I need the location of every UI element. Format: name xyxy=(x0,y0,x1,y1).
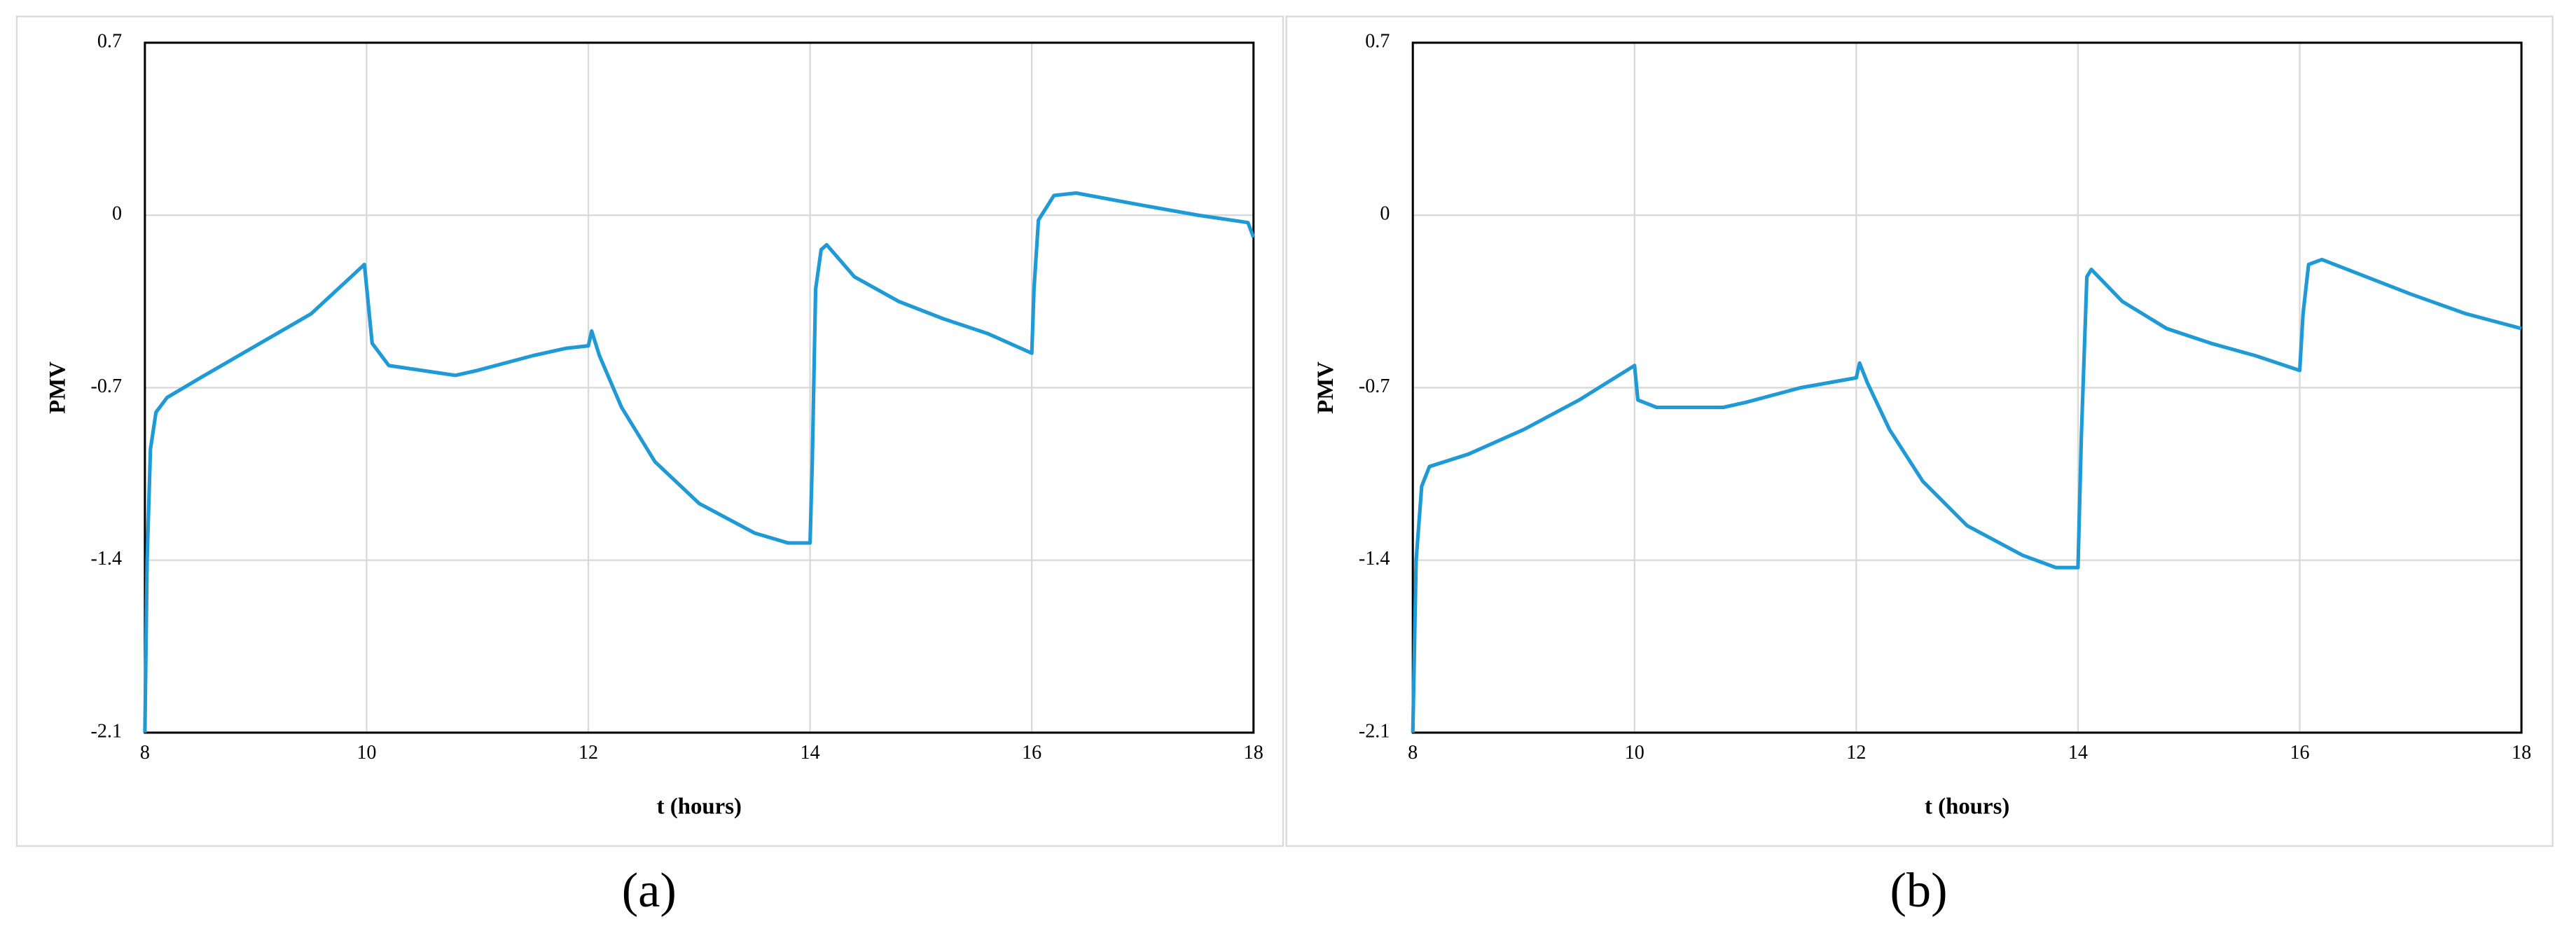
x-tick-label: 16 xyxy=(2290,742,2309,764)
panel: 8 10 12 14 16 18 -2.1 -1.4 -0.7 0 0.7 t (hours) PMV (… xyxy=(15,15,1284,918)
panel-frame xyxy=(1285,15,2554,847)
x-tick-label: 12 xyxy=(1846,742,1866,764)
y-tick-label: -2.1 xyxy=(91,720,123,742)
x-tick-label: 16 xyxy=(1022,742,1041,764)
panel-label: (a) xyxy=(622,863,677,918)
panel-label: (b) xyxy=(1890,863,1947,918)
panel: 8 10 12 14 16 18 -2.1 -1.4 -0.7 0 0.7 t (hours) PMV (… xyxy=(1285,15,2554,918)
x-tick-label: 14 xyxy=(2068,742,2088,764)
plot-border xyxy=(1411,41,2523,734)
y-tick-label: 0.7 xyxy=(1365,30,1390,52)
x-axis-label: t (hours) xyxy=(1925,794,2009,819)
panel-frame xyxy=(15,15,1284,847)
y-tick-label: -0.7 xyxy=(1359,375,1390,397)
x-tick-label: 10 xyxy=(356,742,376,764)
y-tick-label: -0.7 xyxy=(91,375,123,397)
data-line xyxy=(143,191,1256,733)
y-tick-label: 0.7 xyxy=(97,30,122,52)
x-tick-label: 8 xyxy=(140,742,150,764)
y-axis-label: PMV xyxy=(1313,361,1338,414)
x-tick-label: 14 xyxy=(801,742,820,764)
plot-border xyxy=(144,41,1255,734)
y-tick-label: 0 xyxy=(1380,203,1390,225)
x-tick-label: 8 xyxy=(1408,742,1418,764)
y-tick-label: -2.1 xyxy=(1359,720,1390,742)
x-tick-label: 10 xyxy=(1625,742,1644,764)
data-line xyxy=(1411,257,2522,733)
y-axis-label: PMV xyxy=(45,361,70,414)
y-tick-label: 0 xyxy=(112,203,122,225)
x-tick-label: 18 xyxy=(1244,742,1263,764)
y-tick-label: -1.4 xyxy=(1359,548,1390,570)
x-tick-label: 12 xyxy=(579,742,598,764)
x-axis-label: t (hours) xyxy=(657,794,742,819)
x-tick-label: 18 xyxy=(2512,742,2531,764)
y-tick-label: -1.4 xyxy=(91,548,123,570)
